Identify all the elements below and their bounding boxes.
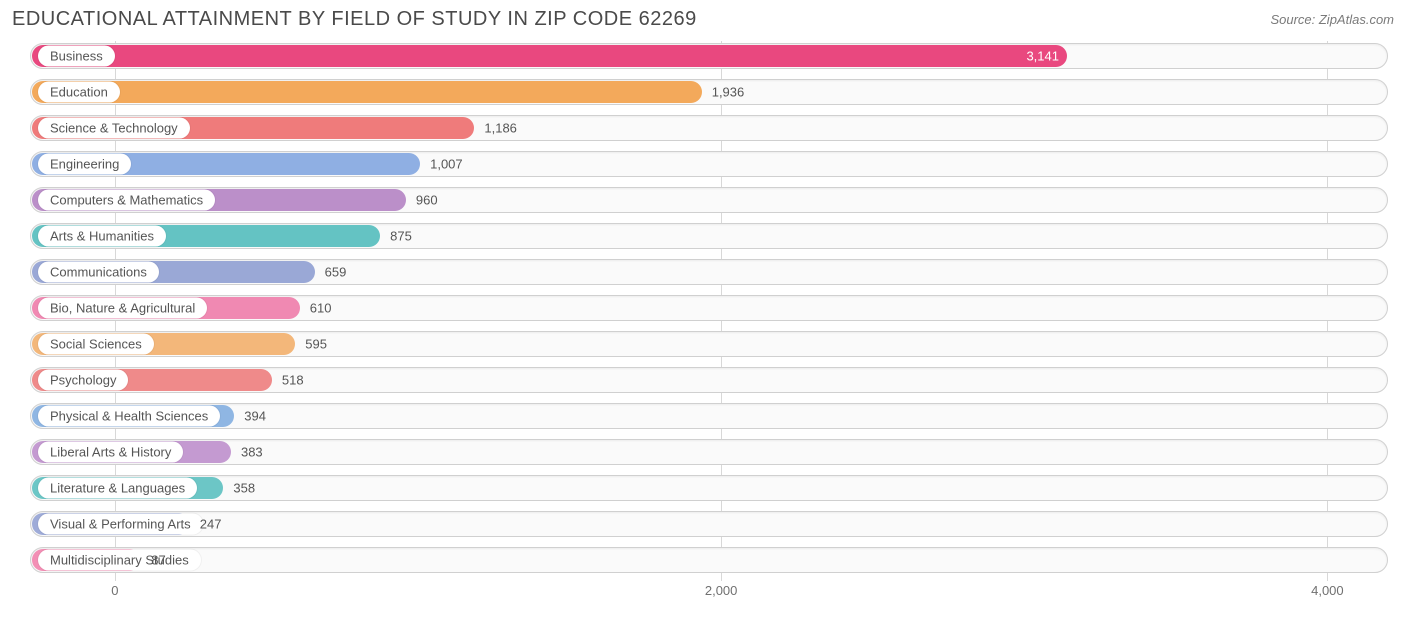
bar-value: 358 [233, 481, 255, 496]
bar-label: Arts & Humanities [38, 226, 166, 247]
bar-value: 595 [305, 337, 327, 352]
bar-value: 394 [244, 409, 266, 424]
bar-value: 610 [310, 301, 332, 316]
bars-container: Business 3,141 Education 1,936 Science & Tec… [12, 41, 1394, 575]
bar-row: Literature & Languages 358 [12, 473, 1394, 503]
bar-value: 247 [200, 517, 222, 532]
bar-row: Bio, Nature & Agricultural 610 [12, 293, 1394, 323]
x-axis-tick: 4,000 [1311, 583, 1344, 598]
x-axis-tick: 2,000 [705, 583, 738, 598]
bar-track [30, 511, 1388, 537]
bar-row: Multidisciplinary Studies87 [12, 545, 1394, 575]
bar-row: Physical & Health Sciences 394 [12, 401, 1394, 431]
chart-title: EDUCATIONAL ATTAINMENT BY FIELD OF STUDY… [12, 8, 697, 31]
bar-row: Visual & Performing Arts247 [12, 509, 1394, 539]
bar-label: Psychology [38, 370, 128, 391]
bar-row: Liberal Arts & History 383 [12, 437, 1394, 467]
bar-label: Computers & Mathematics [38, 190, 215, 211]
bar-value: 518 [282, 373, 304, 388]
bar-value: 383 [241, 445, 263, 460]
bar-label: Communications [38, 262, 159, 283]
bar-label: Physical & Health Sciences [38, 406, 220, 427]
bar-row: Education 1,936 [12, 77, 1394, 107]
bar-label: Literature & Languages [38, 478, 197, 499]
bar-row: Psychology 518 [12, 365, 1394, 395]
bar-row: Social Sciences 595 [12, 329, 1394, 359]
bar-value: 1,007 [430, 157, 463, 172]
x-axis: 0 2,000 4,000 [12, 581, 1394, 603]
bar-fill [32, 45, 1067, 67]
chart-header: EDUCATIONAL ATTAINMENT BY FIELD OF STUDY… [12, 8, 1394, 31]
bar-label: Visual & Performing Arts [38, 514, 203, 535]
bar-value: 1,936 [712, 85, 745, 100]
bar-row: Engineering 1,007 [12, 149, 1394, 179]
bar-fill [32, 81, 702, 103]
bar-label: Multidisciplinary Studies [38, 550, 201, 571]
bar-label: Science & Technology [38, 118, 190, 139]
bar-label: Business [38, 46, 115, 67]
bar-row: Business 3,141 [12, 41, 1394, 71]
bar-value: 960 [416, 193, 438, 208]
bar-label: Social Sciences [38, 334, 154, 355]
bar-track [30, 439, 1388, 465]
bar-row: Communications 659 [12, 257, 1394, 287]
bar-row: Computers & Mathematics 960 [12, 185, 1394, 215]
bar-label: Engineering [38, 154, 131, 175]
bar-value: 1,186 [484, 121, 517, 136]
chart-source: Source: ZipAtlas.com [1270, 8, 1394, 27]
bar-label: Education [38, 82, 120, 103]
bar-value: 659 [325, 265, 347, 280]
bar-value: 875 [390, 229, 412, 244]
bar-value: 87 [151, 553, 165, 568]
bar-track [30, 547, 1388, 573]
x-axis-tick: 0 [111, 583, 118, 598]
bar-row: Arts & Humanities 875 [12, 221, 1394, 251]
bar-row: Science & Technology 1,186 [12, 113, 1394, 143]
bar-value: 3,141 [1026, 49, 1059, 64]
bar-label: Liberal Arts & History [38, 442, 183, 463]
chart-area: Business 3,141 Education 1,936 Science & Tec… [12, 41, 1394, 603]
bar-label: Bio, Nature & Agricultural [38, 298, 207, 319]
